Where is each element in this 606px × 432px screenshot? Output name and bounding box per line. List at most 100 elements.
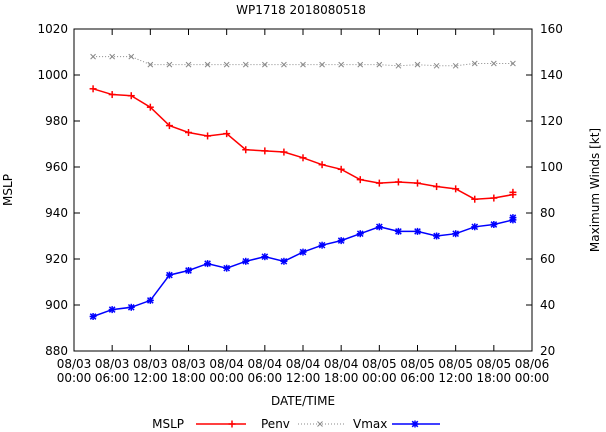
- legend-marker-red: [228, 420, 236, 428]
- x-tick-label-date: 08/03: [95, 357, 130, 371]
- legend-label-vmax: Vmax: [353, 417, 387, 431]
- data-point-vmax: [471, 223, 479, 231]
- y-tick-label: 920: [45, 252, 68, 266]
- data-point-vmax-dotted: [490, 60, 497, 67]
- data-point-vmax-dotted: [185, 61, 192, 68]
- data-point-vmax: [509, 214, 517, 222]
- data-point-mslp: [299, 154, 307, 162]
- data-point-mslp: [490, 194, 498, 202]
- data-point-vmax: [318, 241, 326, 249]
- data-point-vmax: [146, 296, 154, 304]
- x-tick-label-time: 00:00: [362, 371, 397, 385]
- x-tick-label-time: 06:00: [95, 371, 130, 385]
- data-point-penv: [509, 188, 517, 196]
- data-point-vmax: [127, 303, 135, 311]
- data-point-vmax: [299, 248, 307, 256]
- x-tick-label-date: 08/05: [438, 357, 473, 371]
- data-point-mslp: [108, 91, 116, 99]
- data-point-vmax: [242, 257, 250, 265]
- y-tick-label: 880: [45, 344, 68, 358]
- data-point-mslp: [375, 179, 383, 187]
- data-point-vmax-dotted: [452, 62, 459, 69]
- y-tick-label: 1020: [37, 22, 68, 36]
- data-point-mslp: [318, 161, 326, 169]
- series-line-mslp: [92, 88, 514, 200]
- data-point-vmax: [394, 227, 402, 235]
- x-tick-label-date: 08/05: [477, 357, 512, 371]
- x-tick-label-date: 08/03: [57, 357, 92, 371]
- data-point-mslp: [280, 148, 288, 156]
- x-tick-label-time: 12:00: [133, 371, 168, 385]
- data-point-vmax-dotted: [90, 53, 96, 60]
- data-point-mslp: [89, 85, 97, 93]
- x-tick-label-date: 08/04: [209, 357, 244, 371]
- y-axis-title: MSLP: [1, 174, 15, 206]
- data-point-vmax: [89, 313, 97, 320]
- y-tick-label: 1000: [37, 68, 68, 82]
- y-tick-label: 960: [45, 160, 68, 174]
- x-tick-label-time: 00:00: [209, 371, 244, 385]
- data-point-mslp: [146, 103, 154, 111]
- data-point-vmax-dotted: [166, 61, 173, 68]
- data-point-vmax-dotted: [128, 53, 135, 60]
- data-point-vmax-dotted: [281, 61, 287, 68]
- data-point-vmax: [280, 257, 288, 265]
- legend-marker-blue: [411, 420, 419, 428]
- data-point-mslp: [261, 147, 269, 155]
- data-point-vmax: [356, 230, 364, 238]
- chart-title: WP1718 2018080518: [236, 3, 366, 17]
- data-point-vmax-dotted: [223, 61, 230, 68]
- y2-tick-label: 140: [540, 68, 563, 82]
- data-point-vmax-dotted: [204, 61, 211, 68]
- y2-tick-label: 100: [540, 160, 563, 174]
- data-point-vmax-dotted: [109, 53, 116, 60]
- data-point-mslp: [471, 195, 479, 203]
- x-tick-label-date: 08/06: [515, 357, 550, 371]
- data-point-mslp: [185, 129, 192, 136]
- data-point-mslp: [127, 92, 135, 100]
- y2-axis-title: Maximum Winds [kt]: [588, 128, 602, 252]
- x-axis-title: DATE/TIME: [271, 394, 335, 408]
- y2-tick-label: 80: [540, 206, 555, 220]
- data-point-vmax: [414, 227, 421, 235]
- data-point-vmax-dotted: [376, 61, 383, 68]
- data-point-mslp: [337, 165, 345, 173]
- x-tick-label-date: 08/03: [133, 357, 168, 371]
- data-point-vmax-dotted: [395, 62, 402, 69]
- data-point-vmax: [261, 253, 269, 261]
- data-point-vmax-dotted: [261, 61, 268, 68]
- data-point-vmax: [433, 232, 441, 240]
- legend-label-penv: Penv: [261, 417, 290, 431]
- y2-tick-label: 20: [540, 344, 555, 358]
- x-tick-label-time: 12:00: [438, 371, 473, 385]
- x-tick-label-date: 08/04: [248, 357, 283, 371]
- y2-tick-label: 40: [540, 298, 555, 312]
- data-point-mslp: [452, 185, 460, 193]
- x-tick-label-time: 00:00: [57, 371, 92, 385]
- x-tick-label-time: 18:00: [171, 371, 206, 385]
- data-point-vmax-dotted: [242, 61, 249, 68]
- data-point-vmax: [165, 271, 173, 279]
- data-point-mslp: [165, 122, 173, 130]
- y2-tick-label: 160: [540, 22, 563, 36]
- data-point-mslp: [433, 183, 441, 191]
- x-tick-label-date: 08/05: [400, 357, 435, 371]
- data-point-mslp: [223, 130, 231, 138]
- data-point-vmax: [337, 237, 345, 245]
- x-tick-label-time: 06:00: [400, 371, 435, 385]
- x-tick-label-date: 08/03: [171, 357, 206, 371]
- data-point-vmax: [490, 221, 498, 228]
- data-point-vmax: [452, 230, 460, 238]
- data-point-vmax-dotted: [338, 61, 345, 68]
- x-axis: 08/0300:0008/0306:0008/0312:0008/0318:00…: [57, 29, 550, 385]
- x-tick-label-time: 18:00: [477, 371, 512, 385]
- x-tick-label-time: 06:00: [248, 371, 283, 385]
- legend-marker-cross: [317, 421, 323, 427]
- y-tick-label: 900: [45, 298, 68, 312]
- x-tick-label-time: 18:00: [324, 371, 359, 385]
- data-point-mslp: [394, 178, 402, 186]
- series-line-vmax: [92, 217, 514, 318]
- x-tick-label-date: 08/04: [286, 357, 321, 371]
- data-point-mslp: [356, 176, 364, 184]
